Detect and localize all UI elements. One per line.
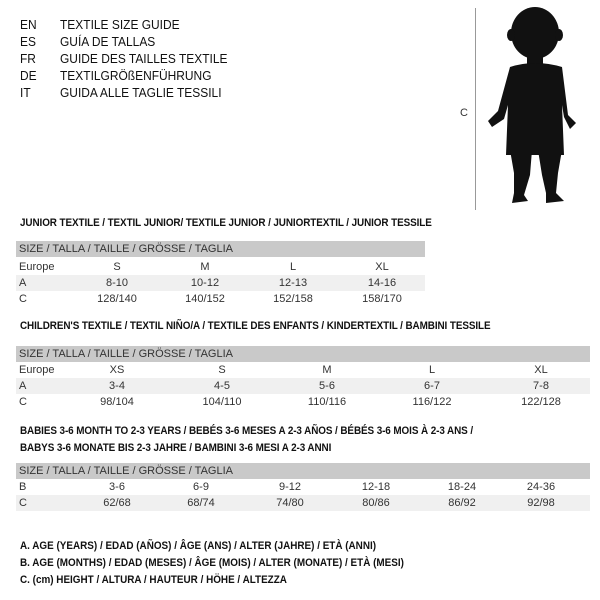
table-cell: 86/92	[448, 497, 476, 509]
table-cell: S	[113, 261, 121, 273]
table-cell: L	[289, 261, 297, 273]
table-cell: 8-10	[105, 277, 129, 289]
lang-code-fr: FR	[20, 51, 36, 66]
table-cell: 104/110	[202, 396, 242, 408]
table-cell: 68/74	[187, 497, 215, 509]
table-cell: 6-9	[193, 481, 209, 493]
table-cell: XL	[534, 364, 548, 376]
row-label: B	[19, 481, 27, 493]
table-cell: 92/98	[527, 497, 555, 509]
table-cell: 18-24	[447, 481, 477, 493]
table-cell: 9-12	[278, 481, 302, 493]
table-row: Europe XS S M L XL	[16, 362, 590, 378]
table-row: C 98/104 104/110 110/116 116/122 122/128	[16, 394, 590, 410]
lang-code-de: DE	[20, 68, 37, 83]
lang-code-es: ES	[20, 34, 36, 49]
table-cell: 3-4	[109, 380, 125, 392]
lang-title-en: TEXTILE SIZE GUIDE	[60, 17, 180, 32]
table-row: B 3-6 6-9 9-12 12-18 18-24 24-36	[16, 479, 590, 495]
table-cell: 3-6	[109, 481, 125, 493]
table-header: SIZE / TALLA / TAILLE / GRÖSSE / TAGLIA	[16, 463, 590, 479]
table-cell: 7-8	[533, 380, 549, 392]
legend-item-c: C. (cm) HEIGHT / ALTURA / HAUTEUR / HÖHE…	[20, 574, 287, 586]
table-row: C 62/68 68/74 74/80 80/86 86/92 92/98	[16, 495, 590, 511]
children-size-table: SIZE / TALLA / TAILLE / GRÖSSE / TAGLIA …	[16, 346, 590, 410]
lang-title-fr: GUIDE DES TAILLES TEXTILE	[60, 51, 228, 66]
table-header: SIZE / TALLA / TAILLE / GRÖSSE / TAGLIA	[16, 346, 590, 362]
table-cell: 10-12	[190, 277, 220, 289]
table-cell: 6-7	[424, 380, 440, 392]
height-label: C	[460, 107, 468, 119]
babies-section-title-line2: BABYS 3-6 MONATE BIS 2-3 JAHRE / BAMBINI…	[20, 442, 332, 454]
table-row: C 128/140 140/152 152/158 158/170	[16, 291, 425, 307]
row-label: C	[19, 396, 27, 408]
table-cell: 14-16	[367, 277, 397, 289]
row-label: C	[19, 293, 27, 305]
table-row: A 3-4 4-5 5-6 6-7 7-8	[16, 378, 590, 394]
table-cell: M	[322, 364, 332, 376]
lang-code-it: IT	[20, 85, 31, 100]
table-cell: 62/68	[103, 497, 131, 509]
table-cell: 24-36	[526, 481, 556, 493]
row-label: C	[19, 497, 27, 509]
table-cell: XL	[375, 261, 389, 273]
lang-code-en: EN	[20, 17, 37, 32]
lang-title-it: GUIDA ALLE TAGLIE TESSILI	[60, 85, 222, 100]
table-cell: 116/122	[412, 396, 452, 408]
table-cell: 140/152	[185, 293, 225, 305]
table-cell: 12-13	[278, 277, 308, 289]
row-label: Europe	[19, 261, 55, 273]
junior-size-table: SIZE / TALLA / TAILLE / GRÖSSE / TAGLIA …	[16, 241, 425, 307]
babies-size-table: SIZE / TALLA / TAILLE / GRÖSSE / TAGLIA …	[16, 463, 590, 511]
table-cell: 5-6	[319, 380, 335, 392]
row-label: Europe	[19, 364, 55, 376]
child-silhouette-icon	[488, 7, 576, 203]
lang-title-es: GUÍA DE TALLAS	[60, 34, 156, 49]
table-cell: 4-5	[214, 380, 230, 392]
table-header: SIZE / TALLA / TAILLE / GRÖSSE / TAGLIA	[16, 241, 425, 257]
table-cell: 98/104	[100, 396, 134, 408]
row-label: A	[19, 380, 27, 392]
table-cell: 152/158	[273, 293, 313, 305]
table-cell: 110/116	[307, 396, 347, 408]
height-measure-line	[475, 8, 476, 210]
table-row: Europe S M L XL	[16, 259, 425, 275]
table-cell: 158/170	[362, 293, 402, 305]
table-row: A 8-10 10-12 12-13 14-16	[16, 275, 425, 291]
table-cell: XS	[109, 364, 125, 376]
table-cell: 80/86	[362, 497, 390, 509]
table-cell: 122/128	[521, 396, 561, 408]
table-cell: M	[200, 261, 210, 273]
table-cell: S	[218, 364, 226, 376]
table-cell: 12-18	[361, 481, 391, 493]
babies-section-title-line1: BABIES 3-6 MONTH TO 2-3 YEARS / BEBÉS 3-…	[20, 425, 473, 437]
row-label: A	[19, 277, 27, 289]
legend-item-b: B. AGE (MONTHS) / EDAD (MESES) / ÂGE (MO…	[20, 557, 404, 569]
legend-item-a: A. AGE (YEARS) / EDAD (AÑOS) / ÂGE (ANS)…	[20, 540, 377, 552]
children-section-title: CHILDREN'S TEXTILE / TEXTIL NIÑO/A / TEX…	[20, 320, 491, 332]
lang-title-de: TEXTILGRÖßENFÜHRUNG	[60, 68, 212, 83]
table-cell: 74/80	[276, 497, 304, 509]
junior-section-title: JUNIOR TEXTILE / TEXTIL JUNIOR/ TEXTILE …	[20, 217, 432, 229]
table-cell: 128/140	[97, 293, 137, 305]
table-cell: L	[428, 364, 436, 376]
